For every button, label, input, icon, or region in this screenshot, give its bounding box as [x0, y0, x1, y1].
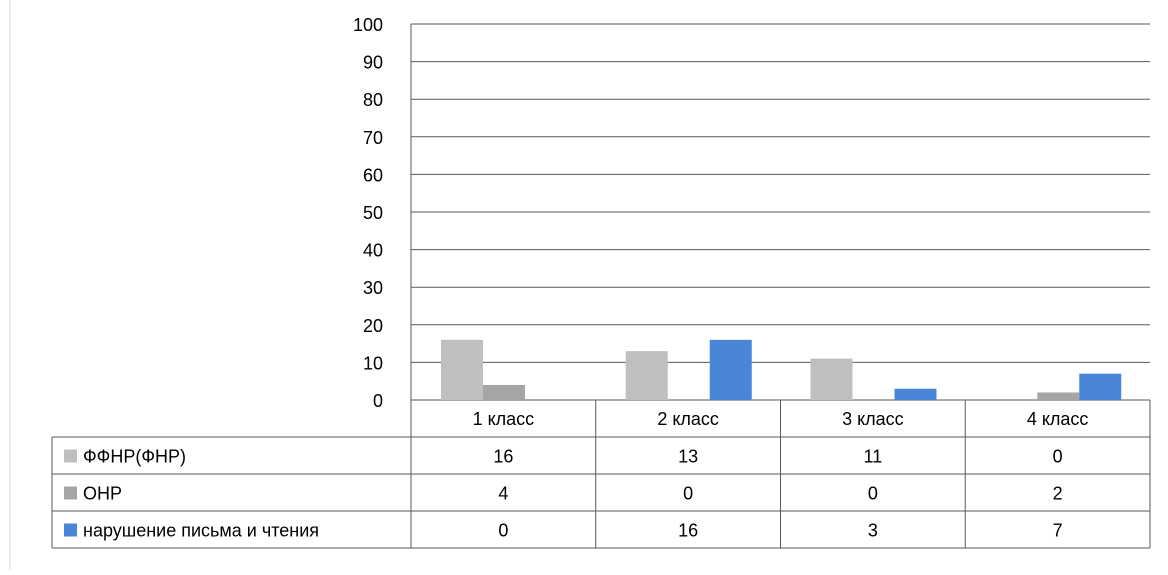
- bar: [709, 339, 752, 400]
- data-label: 0: [1053, 447, 1063, 467]
- legend-label: ОНР: [83, 484, 122, 504]
- y-tick-label: 60: [363, 165, 383, 185]
- legend-label: ФФНР(ФНР): [83, 447, 186, 467]
- bar: [483, 384, 525, 400]
- y-axis: 0 10 20 30 40 50 60 70 80 90 100: [353, 15, 412, 411]
- data-label: 7: [1053, 521, 1063, 541]
- data-label: 2: [1053, 484, 1063, 504]
- data-label: 13: [678, 447, 698, 467]
- data-label: 0: [683, 484, 693, 504]
- y-tick-label: 10: [363, 353, 383, 373]
- y-tick-label: 90: [363, 53, 383, 73]
- gridlines: [9, 0, 1150, 570]
- y-tick-label: 100: [353, 15, 383, 35]
- x-category-label: 4 класс: [1027, 409, 1089, 429]
- legend-label: нарушение письма и чтения: [83, 521, 319, 541]
- bar: [625, 351, 668, 400]
- bar: [894, 388, 937, 400]
- x-category-label: 2 класс: [657, 409, 719, 429]
- data-label: 11: [864, 447, 883, 467]
- x-category-label: 3 класс: [842, 409, 904, 429]
- data-label: 0: [498, 521, 508, 541]
- bars: [441, 339, 1122, 400]
- data-label: 4: [498, 484, 508, 504]
- bar: [441, 339, 483, 400]
- data-label: 16: [493, 447, 513, 467]
- legend-key: [64, 449, 77, 463]
- legend-key: [64, 486, 77, 500]
- bar: [1037, 392, 1080, 400]
- bar: [1079, 373, 1122, 400]
- bar: [810, 358, 853, 400]
- data-table: 1 класс 2 класс 3 класс 4 класс ФФНР(ФНР) 16 1…: [51, 400, 1151, 549]
- data-label: 16: [678, 521, 698, 541]
- legend-key: [64, 523, 77, 537]
- data-label: 0: [868, 484, 878, 504]
- x-category-label: 1 класс: [473, 409, 535, 429]
- y-tick-label: 70: [363, 128, 383, 148]
- y-tick-label: 80: [363, 90, 383, 110]
- y-tick-label: 20: [363, 316, 383, 336]
- y-tick-label: 50: [363, 203, 383, 223]
- data-label: 3: [868, 521, 878, 541]
- y-tick-label: 40: [363, 241, 383, 261]
- y-tick-label: 0: [373, 391, 383, 411]
- y-tick-label: 30: [363, 278, 383, 298]
